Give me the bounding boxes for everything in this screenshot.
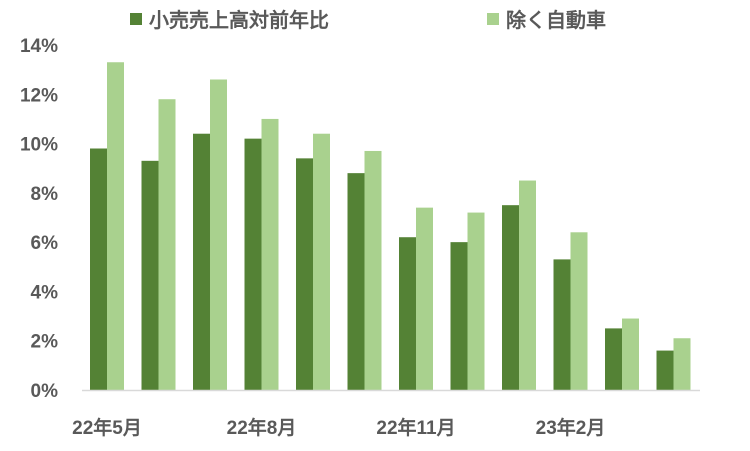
bar-series2-2 — [210, 79, 227, 390]
x-tick-label-6: 22年11月 — [376, 416, 455, 439]
y-tick-label-5: 10% — [20, 135, 58, 156]
bar-series1-2 — [193, 133, 210, 390]
bar-series1-3 — [244, 138, 262, 390]
bar-series1-6 — [399, 237, 416, 390]
bar-series1-7 — [450, 242, 468, 390]
x-axis: 22年5月 22年8月 22年11月 23年2月 — [72, 389, 700, 439]
x-tick-label-9: 23年2月 — [536, 416, 606, 439]
bar-series2-1 — [158, 99, 176, 390]
bar-series2-3 — [261, 118, 279, 390]
y-tick-label-1: 2% — [31, 332, 59, 353]
y-tick-label-3: 6% — [31, 233, 59, 254]
bar-series2-0 — [107, 62, 124, 390]
legend-label-1: 小売売上高対前年比 — [149, 8, 329, 32]
bar-series2-6 — [416, 207, 433, 390]
bar-series1-1 — [141, 160, 159, 390]
legend: 小売売上高対前年比 除く自動車 — [130, 8, 606, 32]
y-tick-label-2: 4% — [31, 282, 59, 303]
bar-series1-9 — [553, 259, 571, 390]
x-tick-label-0: 22年5月 — [72, 416, 142, 439]
y-tick-label-6: 12% — [20, 85, 58, 106]
legend-swatch-1 — [130, 13, 142, 25]
bar-series2-9 — [570, 232, 588, 390]
bar-series2-10 — [622, 318, 639, 390]
bar-series2-4 — [313, 133, 330, 390]
bar-series2-7 — [467, 212, 485, 390]
y-tick-label-7: 14% — [20, 36, 58, 57]
x-tick-label-3: 22年8月 — [227, 416, 297, 439]
y-tick-label-0: 0% — [31, 381, 59, 402]
bar-series1-10 — [605, 328, 622, 390]
bar-series1-4 — [296, 158, 313, 390]
y-axis: 0% 2% 4% 6% 8% 10% 12% 14% — [20, 36, 58, 402]
bar-series1-0 — [90, 148, 107, 390]
bars — [90, 62, 691, 390]
bar-series1-5 — [347, 173, 365, 390]
legend-label-2: 除く自動車 — [506, 8, 606, 32]
bar-series1-11 — [656, 350, 674, 390]
bar-series1-8 — [502, 205, 519, 390]
bar-series2-5 — [364, 150, 382, 390]
y-tick-label-4: 8% — [31, 184, 59, 205]
legend-swatch-2 — [487, 13, 499, 25]
bar-series2-11 — [673, 338, 691, 390]
bar-series2-8 — [519, 180, 536, 390]
